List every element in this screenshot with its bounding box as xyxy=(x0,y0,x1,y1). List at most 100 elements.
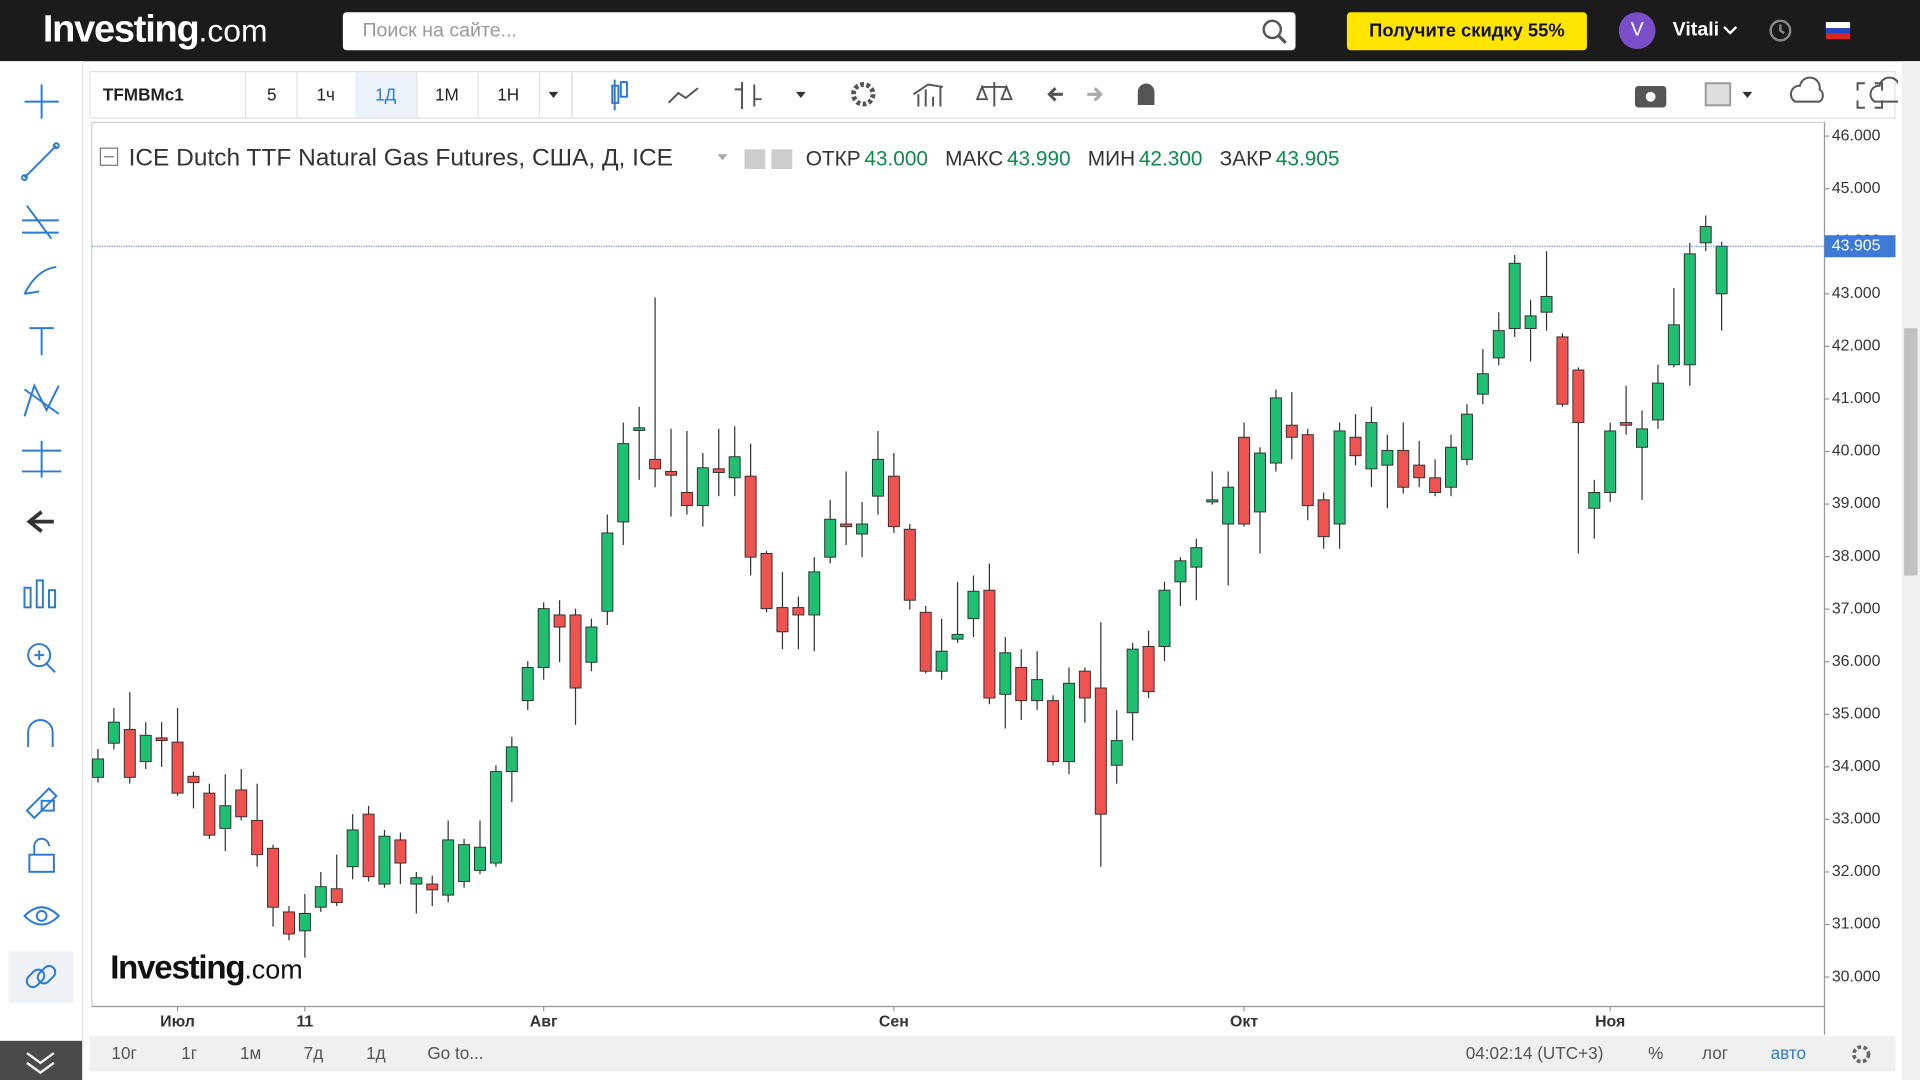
crosshair-icon[interactable] xyxy=(24,84,59,119)
pattern-icon[interactable] xyxy=(23,383,60,417)
candle-body xyxy=(537,608,550,668)
range-button[interactable]: 1м xyxy=(240,1043,262,1063)
watermark: Investing.com xyxy=(110,949,303,987)
line-icon[interactable] xyxy=(21,142,60,181)
candle-body xyxy=(505,746,518,773)
candle-body xyxy=(903,528,916,601)
candle-body xyxy=(1094,687,1107,815)
range-button[interactable]: 1г xyxy=(181,1043,198,1063)
candle-body xyxy=(394,839,407,864)
link-icon[interactable] xyxy=(24,963,58,989)
brush-icon[interactable] xyxy=(23,265,57,295)
line-type-icon[interactable] xyxy=(667,87,699,104)
color-icon[interactable] xyxy=(1704,82,1732,107)
candle-body xyxy=(1651,382,1664,421)
eye-icon[interactable] xyxy=(23,906,61,926)
candle-body xyxy=(1429,477,1442,493)
fullscreen-icon[interactable] xyxy=(1854,80,1886,112)
legend-label: ЗАКР xyxy=(1219,146,1273,171)
title-caret[interactable] xyxy=(717,154,728,161)
interval-button[interactable]: 5 xyxy=(247,72,298,118)
collapse-legend[interactable] xyxy=(99,147,119,166)
redo-icon[interactable] xyxy=(1087,87,1103,102)
user-name[interactable]: Vitali xyxy=(1672,19,1720,41)
scroll-thumb[interactable] xyxy=(1904,328,1918,576)
camera-icon[interactable] xyxy=(1634,85,1667,108)
candle-body xyxy=(1524,315,1537,329)
candle-body xyxy=(107,721,120,744)
candle-body xyxy=(330,888,343,903)
search-placeholder: Поиск на сайте... xyxy=(362,20,517,42)
back-icon[interactable] xyxy=(26,510,54,533)
load-icon[interactable] xyxy=(1789,76,1824,103)
avatar[interactable]: V xyxy=(1618,12,1656,49)
fib-icon[interactable] xyxy=(22,205,59,240)
lock-draw-icon[interactable] xyxy=(25,787,58,820)
candle-body xyxy=(665,470,678,476)
candle-body xyxy=(155,737,168,742)
studies-icon[interactable] xyxy=(912,83,944,107)
hide-icon[interactable] xyxy=(744,149,766,169)
color-caret[interactable] xyxy=(1742,91,1753,98)
more-intervals[interactable] xyxy=(548,91,559,98)
candle-body xyxy=(728,456,741,479)
percent-toggle[interactable]: % xyxy=(1648,1043,1664,1063)
candles-type-icon[interactable] xyxy=(611,79,628,111)
undo-icon[interactable] xyxy=(1047,87,1063,102)
text-icon[interactable] xyxy=(29,327,54,356)
candle-body xyxy=(967,590,980,620)
y-tick-label: 36.000 xyxy=(1832,653,1881,670)
bars-type-icon[interactable] xyxy=(734,82,762,109)
range-button[interactable]: 7д xyxy=(303,1043,324,1063)
x-tick-label: Окт xyxy=(1230,1014,1258,1031)
candle-body xyxy=(1317,499,1330,538)
last-price-tag xyxy=(1824,235,1896,258)
clock-icon[interactable] xyxy=(1768,18,1792,42)
search-box[interactable]: Поиск на сайте... xyxy=(342,12,1296,51)
settings-small-icon[interactable] xyxy=(771,149,793,169)
candle-body xyxy=(378,835,391,885)
unlock-icon[interactable] xyxy=(28,837,55,873)
candle-body xyxy=(1620,422,1633,426)
compare-icon[interactable] xyxy=(975,82,1013,107)
candle-body xyxy=(999,652,1012,695)
log-toggle[interactable]: лог xyxy=(1702,1043,1729,1063)
candle-body xyxy=(362,813,375,878)
more-types[interactable] xyxy=(795,91,806,98)
legend-value: 42.300 xyxy=(1138,146,1203,171)
save-icon[interactable] xyxy=(1869,76,1898,103)
interval-button[interactable]: 1Д xyxy=(355,72,418,118)
y-tick-label: 35.000 xyxy=(1832,705,1881,722)
candle-body xyxy=(235,789,248,818)
flag-icon[interactable] xyxy=(1825,22,1851,40)
logo[interactable]: Investing.com xyxy=(43,7,268,51)
candle-body xyxy=(123,729,136,778)
legend-item: МАКС 43.990 xyxy=(945,147,1071,171)
y-tick-label: 38.000 xyxy=(1832,548,1881,565)
toolbar-collapse[interactable] xyxy=(0,1040,83,1080)
measure-icon[interactable] xyxy=(22,440,62,478)
candle-body xyxy=(187,775,200,784)
settings-icon[interactable] xyxy=(851,82,876,107)
settings-icon[interactable] xyxy=(1850,1043,1872,1065)
range-button[interactable]: 1д xyxy=(366,1043,386,1063)
interval-button[interactable]: 1М xyxy=(416,72,479,118)
indicators-icon[interactable] xyxy=(23,579,57,609)
auto-toggle[interactable]: авто xyxy=(1770,1043,1807,1063)
candle-body xyxy=(1381,449,1394,466)
range-button[interactable]: 10г xyxy=(111,1043,137,1063)
candle-body xyxy=(1269,397,1282,464)
promo-button[interactable]: Получите скидку 55% xyxy=(1346,12,1587,51)
symbol-field[interactable]: TFMBMc1 xyxy=(91,72,247,118)
candle-body xyxy=(1445,446,1458,488)
alert-icon[interactable] xyxy=(1137,83,1155,106)
magnet-icon[interactable] xyxy=(27,719,54,747)
candle-body xyxy=(633,427,646,431)
y-tick-label: 33.000 xyxy=(1832,811,1881,828)
interval-button[interactable]: 1Н xyxy=(478,72,540,118)
goto-button[interactable]: Go to... xyxy=(427,1043,484,1063)
candle-body xyxy=(617,443,630,523)
zoom-icon[interactable] xyxy=(27,643,56,673)
